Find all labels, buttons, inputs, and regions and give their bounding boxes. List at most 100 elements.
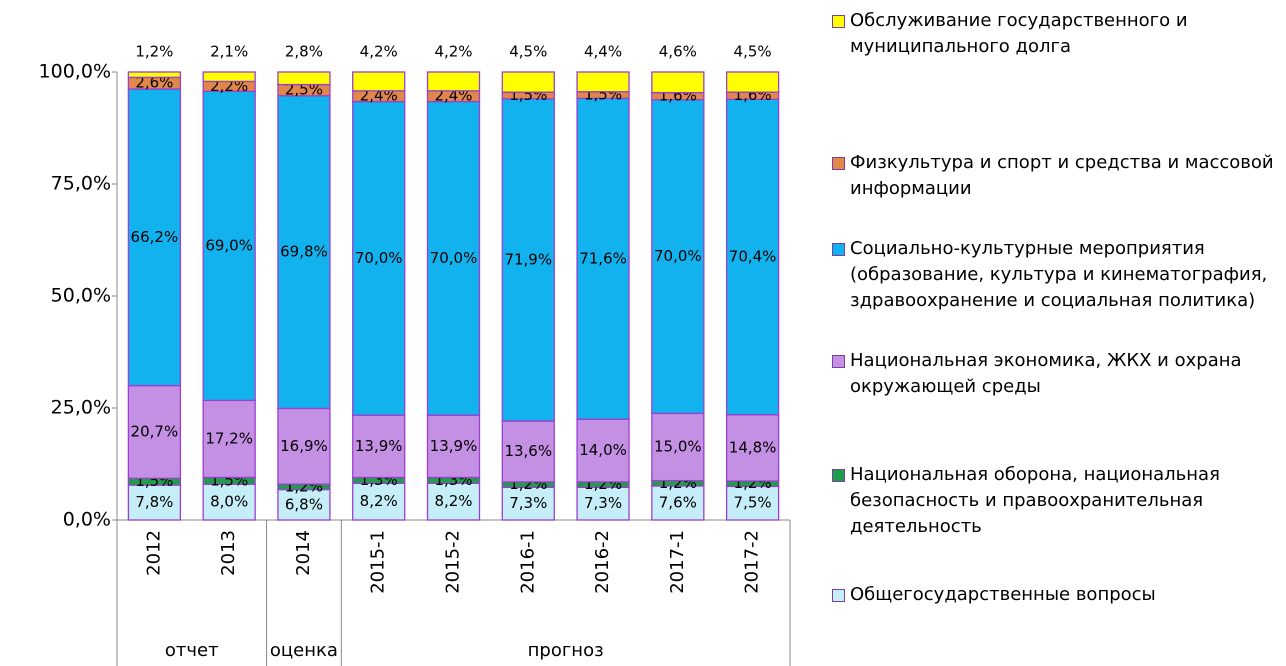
legend-label: Социально-культурные мероприятия (образо… <box>850 238 1268 311</box>
data-label: 14,0% <box>579 441 627 459</box>
bar-segment <box>426 71 481 92</box>
legend-swatch <box>832 157 845 170</box>
data-label: 7,6% <box>659 493 697 511</box>
bar-segment <box>576 418 630 483</box>
bar-segment <box>501 486 555 521</box>
bar-segment <box>127 484 182 521</box>
y-tick-label: 0,0% <box>63 509 111 531</box>
data-label: 13,6% <box>504 442 552 460</box>
legend-swatch <box>832 243 845 256</box>
data-label: 71,9% <box>504 250 552 268</box>
legend-item: Общегосударственные вопросы <box>832 582 1286 608</box>
y-tick-label: 75,0% <box>51 173 111 195</box>
bar-segment <box>202 90 256 402</box>
data-label: 7,3% <box>584 494 622 512</box>
data-label: 16,9% <box>280 437 328 455</box>
bar-segment <box>651 71 705 94</box>
data-label: 7,5% <box>734 494 772 512</box>
bar-segment <box>277 95 331 410</box>
legend-swatch <box>832 355 845 368</box>
bar-segment <box>426 482 481 521</box>
legend-label: Обслуживание государственного и муниципа… <box>850 10 1188 57</box>
data-label: 69,8% <box>280 243 328 261</box>
bar-segment <box>426 100 481 416</box>
legend-item: Обслуживание государственного и муниципа… <box>832 8 1286 60</box>
data-label: 13,9% <box>430 437 478 455</box>
legend-swatch <box>832 469 845 482</box>
group-label: отчет <box>165 640 219 661</box>
legend-swatch <box>832 589 845 602</box>
data-label: 4,4% <box>584 43 622 61</box>
legend-item: Национальная оборона, национальная безоп… <box>832 462 1286 540</box>
data-label: 70,4% <box>729 248 777 266</box>
data-label: 4,6% <box>659 43 697 61</box>
x-tick-label: 2016-1 <box>517 530 538 594</box>
data-label: 6,8% <box>285 495 323 513</box>
x-tick-label: 2014 <box>293 530 314 576</box>
data-label: 13,9% <box>355 437 403 455</box>
data-label: 66,2% <box>131 228 179 246</box>
bar-segment <box>352 414 406 479</box>
data-label: 8,2% <box>360 492 398 510</box>
data-label: 15,0% <box>654 437 702 455</box>
group-label: прогноз <box>528 640 604 661</box>
bar-segment <box>725 71 780 93</box>
x-tick-label: 2016-2 <box>592 530 613 594</box>
x-tick-label: 2015-2 <box>443 530 464 594</box>
y-tick-label: 50,0% <box>51 285 111 307</box>
legend-label: Национальная оборона, национальная безоп… <box>850 464 1220 537</box>
data-label: 70,0% <box>654 247 702 265</box>
data-label: 4,2% <box>360 43 398 61</box>
bar-segment <box>426 414 481 479</box>
bar-segment <box>651 412 705 482</box>
legend-label: Национальная экономика, ЖКХ и охрана окр… <box>850 350 1242 397</box>
data-label: 4,5% <box>734 43 772 61</box>
data-label: 70,0% <box>430 249 478 267</box>
data-label: 71,6% <box>579 249 627 267</box>
bar-segment <box>501 420 555 483</box>
data-label: 2,6% <box>135 74 173 92</box>
data-label: 70,0% <box>355 249 403 267</box>
bar-segment <box>352 100 406 416</box>
bar-segment <box>352 482 406 521</box>
bar-segment <box>202 71 256 83</box>
legend-label: Общегосударственные вопросы <box>850 584 1156 605</box>
legend-label: Физкультура и спорт и средства и массово… <box>850 152 1274 199</box>
data-label: 8,2% <box>434 492 472 510</box>
x-tick-label: 2015-1 <box>368 530 389 594</box>
data-label: 17,2% <box>205 429 253 447</box>
bar-segment <box>352 71 406 92</box>
x-tick-label: 2013 <box>218 530 239 576</box>
data-label: 20,7% <box>131 422 179 440</box>
bar-segment <box>127 384 182 479</box>
x-tick-label: 2017-1 <box>667 530 688 594</box>
bar-segment <box>501 71 555 93</box>
bar-segment <box>725 414 780 482</box>
data-label: 2,1% <box>210 43 248 61</box>
group-label: оценка <box>270 640 338 661</box>
data-label: 69,0% <box>205 236 253 254</box>
data-label: 8,0% <box>210 493 248 511</box>
bar-segment <box>576 71 630 93</box>
x-tick-label: 2012 <box>143 530 164 576</box>
data-label: 4,5% <box>509 43 547 61</box>
legend-swatch <box>832 15 845 28</box>
y-tick-label: 25,0% <box>51 397 111 419</box>
data-label: 7,8% <box>135 493 173 511</box>
legend-item: Национальная экономика, ЖКХ и охрана окр… <box>832 348 1286 400</box>
bar-segment <box>576 486 630 521</box>
bar-segment <box>202 399 256 479</box>
bar-segment <box>277 407 331 485</box>
legend-item: Физкультура и спорт и средства и массово… <box>832 150 1286 202</box>
y-tick-label: 100,0% <box>39 61 111 83</box>
data-label: 4,2% <box>434 43 472 61</box>
data-label: 14,8% <box>729 438 777 456</box>
bar-segment <box>277 71 331 86</box>
data-label: 7,3% <box>509 494 547 512</box>
bar-segment <box>277 488 331 521</box>
legend-item: Социально-культурные мероприятия (образо… <box>832 236 1286 314</box>
data-label: 2,8% <box>285 43 323 61</box>
data-label: 1,2% <box>135 43 173 61</box>
bar-segment <box>501 98 555 422</box>
